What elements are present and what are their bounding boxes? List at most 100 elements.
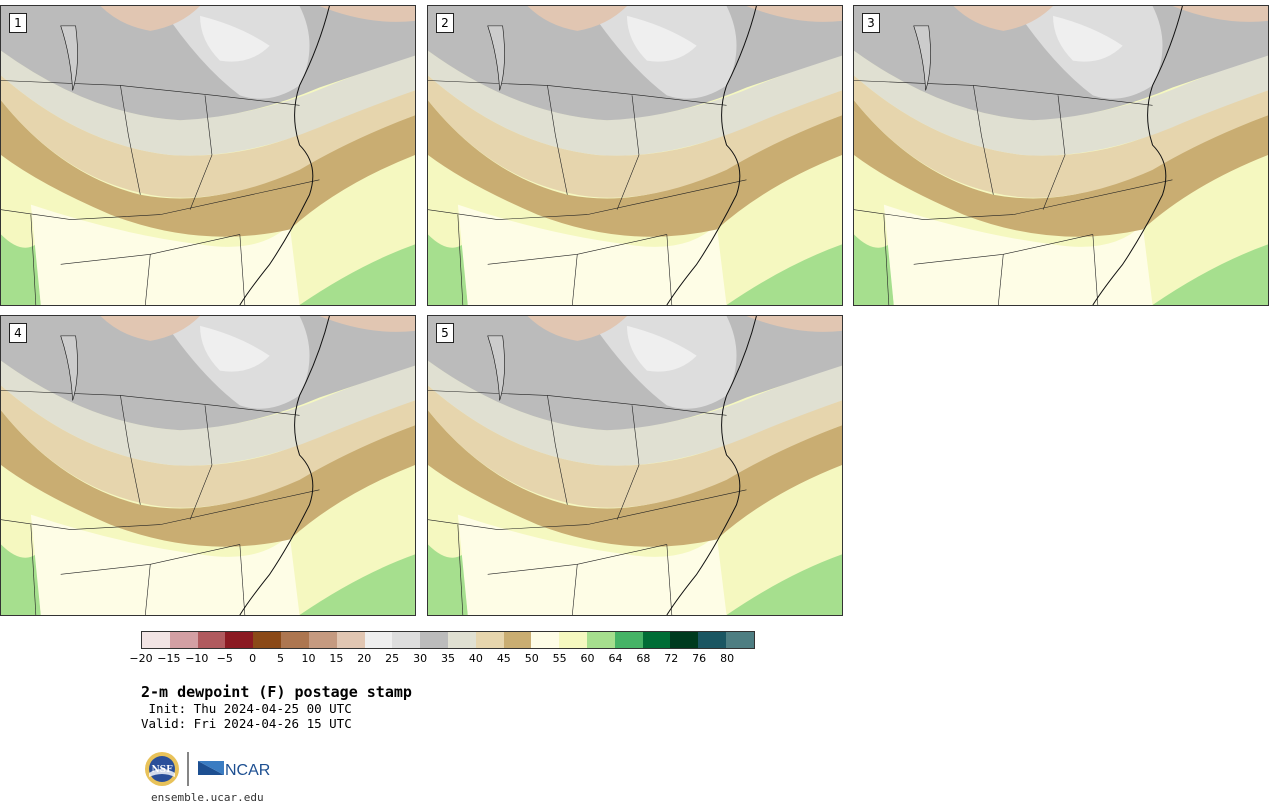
colorbar-swatch xyxy=(169,632,198,648)
colorbar-swatch xyxy=(225,632,254,648)
state-border xyxy=(973,85,994,195)
colorbar-swatch xyxy=(197,632,226,648)
dewpoint-contour xyxy=(854,234,894,305)
forecast-panel-1: 1 xyxy=(0,5,416,306)
colorbar-swatch xyxy=(364,632,393,648)
init-time: Init: Thu 2024-04-25 00 UTC xyxy=(141,701,352,716)
state-border xyxy=(854,80,1153,106)
state-border xyxy=(1,489,320,530)
state-border xyxy=(120,85,141,195)
dewpoint-contour xyxy=(100,316,201,341)
dewpoint-contour xyxy=(299,244,415,305)
colorbar-swatch xyxy=(308,632,337,648)
colorbar-tick-label: 35 xyxy=(441,652,455,665)
colorbar-tick-label: −15 xyxy=(157,652,181,665)
colorbar-tick-label: 5 xyxy=(277,652,285,665)
colorbar-swatch xyxy=(392,632,421,648)
dewpoint-contour xyxy=(726,244,842,305)
nsf-logo-icon: NSF xyxy=(145,752,179,786)
colorbar-swatch xyxy=(281,632,309,648)
state-border xyxy=(457,214,464,305)
colorbar-tick-label: 60 xyxy=(580,652,595,665)
dewpoint-contour xyxy=(30,204,300,305)
colorbar-swatch xyxy=(614,632,643,648)
colorbar-tick-label: 40 xyxy=(468,652,483,665)
colorbar-swatch xyxy=(420,632,448,648)
state-border xyxy=(487,234,667,265)
state-border xyxy=(666,234,673,305)
lake-michigan xyxy=(60,25,78,91)
state-border xyxy=(666,544,673,615)
forecast-panel-3: 3 xyxy=(853,5,1269,306)
dewpoint-contour xyxy=(527,6,628,31)
dewpoint-map xyxy=(854,6,1268,305)
dewpoint-contour xyxy=(854,75,1268,198)
colorbar-swatch xyxy=(559,632,587,648)
state-border xyxy=(145,254,151,305)
colorbar-tick-label: 30 xyxy=(413,652,428,665)
colorbar-swatch xyxy=(670,632,699,648)
dewpoint-contour xyxy=(1172,6,1268,22)
state-border xyxy=(1,80,300,106)
colorbar-tick-label: −5 xyxy=(216,652,233,665)
colorbar-swatch xyxy=(475,632,504,648)
dewpoint-contour xyxy=(627,325,697,372)
lake-michigan xyxy=(487,335,505,401)
colorbar-swatch xyxy=(698,632,727,648)
dewpoint-map xyxy=(1,6,415,305)
state-border xyxy=(428,390,727,416)
panel-label: 2 xyxy=(436,13,454,33)
state-border xyxy=(547,85,568,195)
dewpoint-contour xyxy=(1,75,415,198)
svg-text:NCAR: NCAR xyxy=(225,762,270,779)
colorbar-ticks: −20 −15 −10 −5 0 5 10 15 20 25 30 35 40 45 50 55 60 64 68 7… xyxy=(129,652,755,666)
forecast-panel-5: 5 xyxy=(427,315,843,616)
dewpoint-contour xyxy=(428,410,842,547)
colorbar-tick-label: −20 xyxy=(129,652,153,665)
website-link[interactable]: ensemble.ucar.edu xyxy=(151,791,264,804)
dewpoint-contour xyxy=(100,6,201,31)
dewpoint-contour xyxy=(746,316,842,332)
colorbar-tick-label: 45 xyxy=(496,652,511,665)
colorbar-tick-label: 80 xyxy=(720,652,735,665)
state-border xyxy=(428,489,747,530)
dewpoint-contour xyxy=(319,6,415,22)
svg-text:NSF: NSF xyxy=(151,765,173,775)
dewpoint-map xyxy=(428,6,842,305)
forecast-panel-4: 4 xyxy=(0,315,416,616)
state-border xyxy=(1,179,320,220)
dewpoint-contour xyxy=(200,325,270,372)
state-border xyxy=(487,544,667,575)
state-border xyxy=(120,395,141,505)
lake-michigan xyxy=(487,25,505,91)
dewpoint-contour xyxy=(1,360,415,466)
dewpoint-contour xyxy=(30,514,300,615)
state-border xyxy=(616,95,640,210)
dewpoint-contour xyxy=(726,554,842,615)
colorbar-tick-label: −10 xyxy=(185,652,209,665)
dewpoint-contour xyxy=(527,316,628,341)
state-border xyxy=(913,234,1093,265)
colorbar-tick-label: 0 xyxy=(249,652,257,665)
state-border xyxy=(239,544,246,615)
state-border xyxy=(854,179,1173,220)
dewpoint-contour xyxy=(1,234,41,305)
colorbar-swatch xyxy=(336,632,365,648)
state-border xyxy=(189,95,213,210)
colorbar-swatch xyxy=(447,632,476,648)
coastline xyxy=(666,6,757,305)
colorbar-swatch xyxy=(253,632,282,648)
ncar-logo-icon: NCAR xyxy=(198,761,270,779)
state-border xyxy=(30,214,37,305)
colorbar-tick-label: 55 xyxy=(552,652,567,665)
panel-label: 3 xyxy=(862,13,880,33)
state-border xyxy=(239,234,246,305)
dewpoint-map xyxy=(1,316,415,615)
dewpoint-contour xyxy=(319,316,415,332)
dewpoint-contour xyxy=(428,100,842,237)
dewpoint-contour xyxy=(457,514,727,615)
dewpoint-contour xyxy=(428,75,842,198)
dewpoint-contour xyxy=(854,100,1268,237)
dewpoint-contour xyxy=(428,50,842,156)
state-border xyxy=(547,395,568,505)
